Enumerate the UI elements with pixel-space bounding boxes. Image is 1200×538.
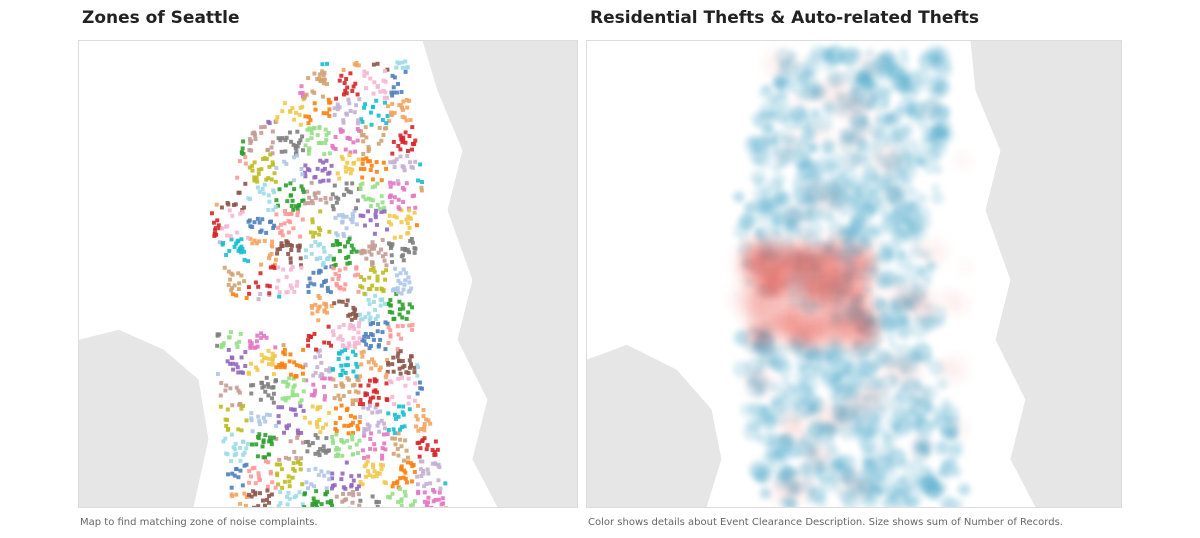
zones-map[interactable] [78, 40, 578, 508]
base-map-land [79, 41, 577, 507]
zones-map-canvas[interactable] [79, 41, 577, 507]
thefts-map-title: Residential Thefts & Auto-related Thefts [590, 8, 980, 28]
zone-points [209, 59, 448, 507]
thefts-map-canvas[interactable] [587, 41, 1121, 507]
thefts-map-caption: Color shows details about Event Clearanc… [588, 517, 1063, 528]
zones-map-title: Zones of Seattle [82, 8, 240, 28]
thefts-map[interactable] [586, 40, 1122, 508]
theft-points [730, 43, 971, 507]
zones-map-caption: Map to find matching zone of noise compl… [80, 517, 318, 528]
base-map-land [587, 41, 1121, 507]
